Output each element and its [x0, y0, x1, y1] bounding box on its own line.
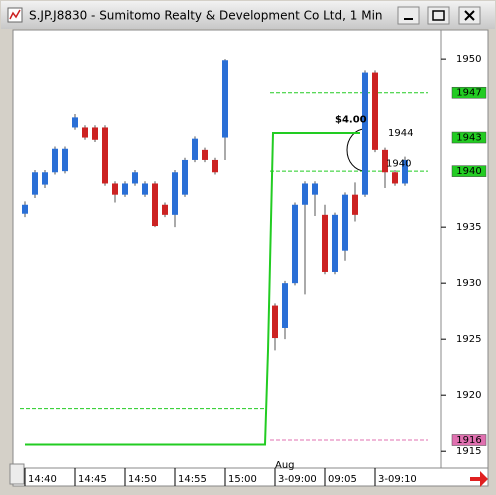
x-tick-label: 15:00 [228, 474, 257, 485]
annotation: $4.00 [335, 115, 367, 126]
candle-body [292, 204, 298, 284]
y-tick-label: 1950 [456, 54, 481, 65]
candle-body [362, 72, 368, 195]
level-marker [451, 131, 487, 144]
candle-body [382, 149, 388, 173]
candle-body [142, 183, 148, 195]
level-marker [451, 165, 487, 177]
candle-body [372, 72, 378, 150]
candle-body [62, 148, 68, 172]
window-title: S.JP.J8830 - Sumitomo Realty & Developme… [29, 9, 383, 23]
y-tick-label: 1920 [456, 390, 481, 401]
candle-body [282, 283, 288, 328]
candle-body [322, 214, 328, 272]
x-tick-label: 09:05 [328, 474, 357, 485]
candle-body [272, 305, 278, 339]
x-axis-note: Aug [275, 460, 295, 471]
x-tick-label: 14:50 [128, 474, 157, 485]
candle-body [392, 172, 398, 184]
x-tick-label: 3-09:10 [378, 474, 417, 485]
y-tick-label: 1915 [456, 446, 481, 457]
window-buttons [397, 6, 481, 25]
close-glyph [464, 10, 475, 21]
scroll-right-arrow[interactable] [470, 471, 488, 487]
maximize-button[interactable] [427, 6, 450, 25]
candle-body [102, 127, 108, 184]
scroll-box[interactable] [9, 463, 25, 485]
annotation: 1940 [386, 158, 411, 169]
candle-body [92, 127, 98, 140]
candle-body [42, 172, 48, 185]
candle-body [212, 159, 218, 173]
candle-body [202, 149, 208, 160]
measure-arc [346, 128, 366, 172]
candle-body [122, 183, 128, 195]
level-marker-label: 1940 [456, 166, 481, 177]
candle-body [312, 183, 318, 195]
x-tick-label: 14:55 [178, 474, 207, 485]
minimize-button[interactable] [397, 6, 420, 25]
candle-body [22, 204, 28, 214]
candle-body [192, 138, 198, 160]
app-icon-glyph [9, 9, 21, 20]
level-marker [451, 434, 487, 446]
candle-body [132, 172, 138, 184]
candle-body [172, 172, 178, 215]
annotation: 1944 [388, 128, 413, 139]
candle-body [222, 60, 228, 138]
candle-body [302, 183, 308, 205]
level-marker-label: 1943 [456, 133, 481, 144]
candle-body [82, 127, 88, 138]
x-tick-label: 14:45 [78, 474, 107, 485]
candle-body [332, 214, 338, 272]
candle-body [112, 183, 118, 195]
y-tick-label: 1930 [456, 278, 481, 289]
level-marker-label: 1916 [456, 435, 481, 446]
price-axis [440, 29, 489, 469]
y-tick-label: 1925 [456, 334, 481, 345]
candle-body [32, 172, 38, 195]
candle-body [52, 148, 58, 173]
level-marker [451, 86, 487, 99]
maximize-glyph [432, 10, 445, 21]
y-tick-label: 1935 [456, 222, 481, 233]
step-line [25, 132, 360, 446]
x-tick-label: 14:40 [28, 474, 57, 485]
level-marker-label: 1947 [456, 88, 481, 99]
candle-body [72, 117, 78, 128]
candle-body [152, 183, 158, 227]
candle-body [162, 204, 168, 215]
candle-body [402, 159, 408, 184]
candle-body [342, 194, 348, 251]
x-tick-label: 3-09:00 [278, 474, 317, 485]
candle-body [182, 159, 188, 195]
candle-body [352, 194, 358, 215]
